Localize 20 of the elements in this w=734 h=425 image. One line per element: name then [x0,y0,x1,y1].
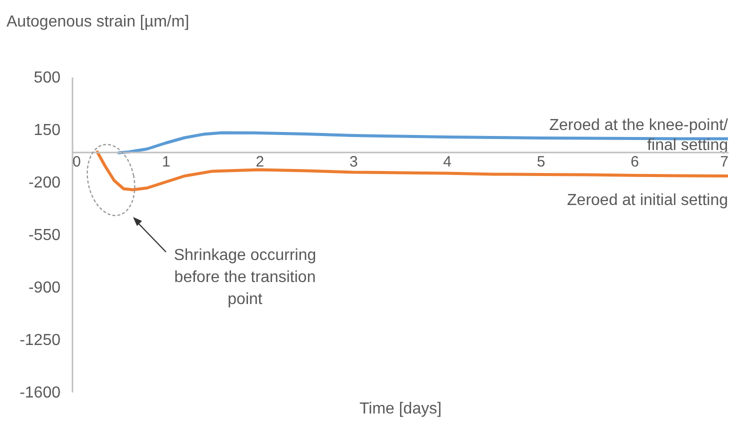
x-tick-label: 0 [72,154,81,170]
y-tick-label: -200 [28,174,61,192]
series-label: Zeroed at the knee-point/ final setting [549,116,729,154]
x-tick-label: 1 [162,154,170,170]
annotation: Shrinkage occurring before the transition point [174,247,316,308]
x-tick-label: 3 [349,154,358,170]
x-axis-title: Time [days] [359,400,442,418]
y-tick-label: 500 [34,70,61,86]
x-tick-label: 6 [630,154,639,170]
y-tick-label: -550 [28,227,61,244]
y-tick-label: -900 [28,280,61,296]
x-tick-label: 7 [720,154,728,170]
y-tick-label: -1250 [20,332,61,349]
series-label: Zeroed at initial setting [567,192,728,209]
x-tick-label: 4 [443,154,452,170]
y-tick-label: 150 [34,122,61,139]
y-axis-title: Autogenous strain [µm/m] [6,14,190,30]
y-tick-label: -1600 [20,384,61,402]
x-tick-label: 5 [536,154,546,170]
x-tick-label: 2 [256,154,264,170]
